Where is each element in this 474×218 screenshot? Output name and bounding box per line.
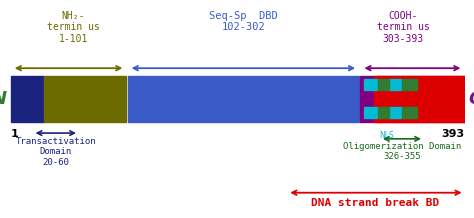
- Bar: [402, 107, 417, 118]
- Bar: [10, 75, 44, 122]
- Text: C: C: [468, 90, 474, 107]
- Text: 1: 1: [10, 129, 18, 139]
- Text: Seq-Sp  DBD
102-302: Seq-Sp DBD 102-302: [209, 11, 278, 32]
- Bar: [360, 75, 465, 122]
- Text: COOH-
termin us
303-393: COOH- termin us 303-393: [377, 11, 429, 44]
- Bar: [128, 75, 359, 122]
- Bar: [378, 107, 389, 118]
- Text: DNA strand break BD: DNA strand break BD: [311, 198, 439, 208]
- Text: Oligomerization Domain
326-355: Oligomerization Domain 326-355: [343, 142, 461, 161]
- Text: NH₂-
termin us
1-101: NH₂- termin us 1-101: [47, 11, 100, 44]
- Bar: [388, 79, 401, 90]
- Text: NLS: NLS: [380, 131, 394, 140]
- Text: N: N: [0, 90, 7, 107]
- Bar: [402, 79, 417, 90]
- Text: 393: 393: [441, 129, 465, 139]
- Text: Transactivation
Domain
20-60: Transactivation Domain 20-60: [16, 137, 96, 167]
- Bar: [388, 107, 401, 118]
- Bar: [364, 79, 376, 90]
- Bar: [378, 79, 389, 90]
- Bar: [374, 99, 465, 122]
- Bar: [374, 75, 465, 99]
- Bar: [44, 75, 127, 122]
- Bar: [364, 107, 376, 118]
